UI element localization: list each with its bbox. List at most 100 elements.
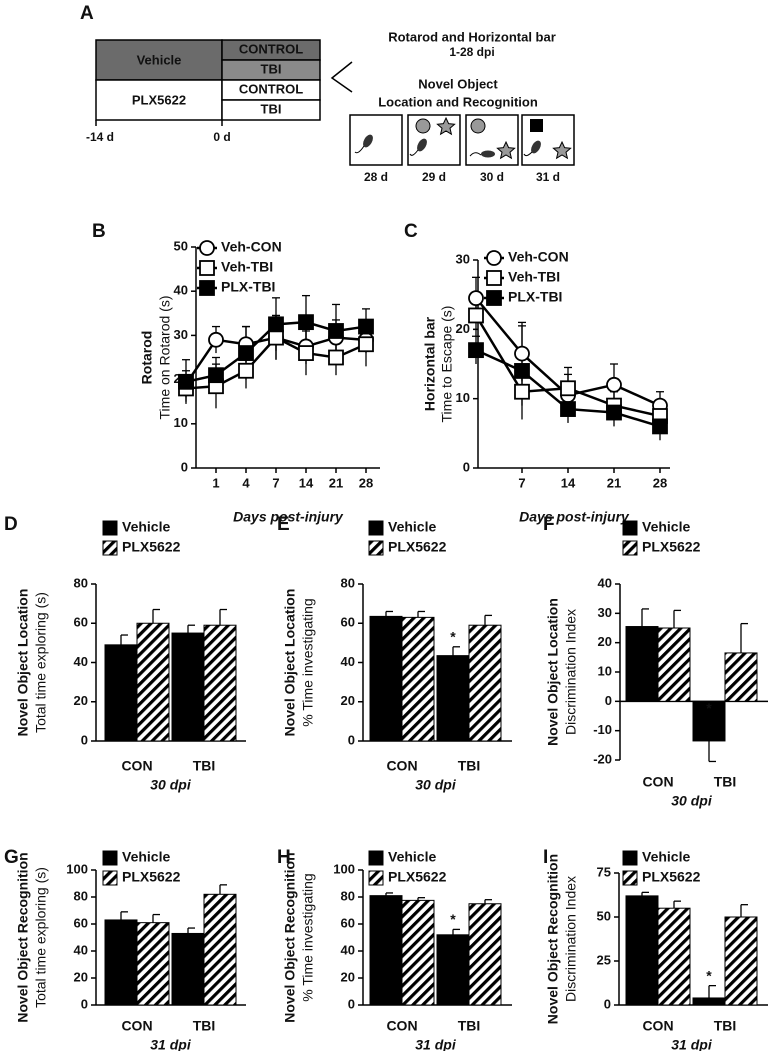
chart-panel: D Novel Object Location Total time explori… bbox=[4, 514, 246, 793]
bar bbox=[436, 655, 470, 742]
y-tick-label: 40 bbox=[174, 283, 188, 298]
legend-swatch bbox=[622, 520, 638, 536]
object-circle bbox=[415, 118, 431, 134]
x-tick-label: 14 bbox=[561, 475, 576, 490]
day-label: 30 d bbox=[480, 170, 504, 184]
legend-label: Vehicle bbox=[642, 849, 690, 865]
legend-swatch bbox=[102, 520, 118, 536]
y-axis-title-bold: Rotarod bbox=[139, 331, 155, 385]
y-axis-title: Discrimination Index bbox=[563, 609, 579, 735]
bar bbox=[369, 615, 403, 742]
bar bbox=[724, 652, 758, 702]
arena bbox=[349, 114, 403, 166]
test-name: Rotarod and Horizontal bar bbox=[388, 29, 556, 44]
significance-mark: * bbox=[706, 967, 712, 983]
x-tick-label: TBI bbox=[458, 758, 481, 774]
x-tick-label: TBI bbox=[193, 758, 216, 774]
x-tick-label: TBI bbox=[458, 1018, 481, 1034]
y-tick-label: 20 bbox=[341, 693, 355, 708]
bar bbox=[136, 622, 170, 742]
mouse-icon bbox=[363, 134, 373, 148]
x-tick-label: TBI bbox=[193, 1018, 216, 1034]
group-box bbox=[95, 39, 223, 81]
arm-box bbox=[221, 99, 321, 121]
y-tick-label: 100 bbox=[66, 861, 88, 876]
object-star bbox=[436, 116, 456, 136]
legend-label: Vehicle bbox=[388, 519, 436, 535]
y-tick-label: 0 bbox=[605, 693, 612, 708]
y-axis-title-bold: Novel Object Recognition bbox=[545, 854, 561, 1024]
bar bbox=[625, 626, 659, 702]
x-tick-label: 4 bbox=[242, 475, 250, 490]
bar bbox=[436, 934, 470, 1006]
x-tick-label: 28 bbox=[359, 475, 373, 490]
y-tick-label: 75 bbox=[597, 864, 611, 879]
bar bbox=[401, 899, 435, 1006]
timeline-label: -14 d bbox=[86, 130, 114, 144]
x-tick-label: CON bbox=[121, 758, 152, 774]
y-tick-label: -10 bbox=[593, 722, 612, 737]
y-tick-label: 30 bbox=[598, 605, 612, 620]
x-tick-label: TBI bbox=[714, 774, 737, 790]
legend-swatch bbox=[622, 850, 638, 866]
panel-letter: A bbox=[80, 3, 94, 24]
x-tick-label: 21 bbox=[607, 475, 621, 490]
y-tick-label: 20 bbox=[74, 693, 88, 708]
y-tick-label: 0 bbox=[81, 732, 88, 747]
x-tick-label: CON bbox=[386, 758, 417, 774]
arm-label: CONTROL bbox=[239, 81, 303, 96]
legend-label: PLX5622 bbox=[642, 869, 701, 885]
legend-label: PLX5622 bbox=[642, 539, 701, 555]
y-tick-label: 50 bbox=[174, 238, 188, 253]
y-tick-label: 0 bbox=[348, 996, 355, 1011]
x-axis-title: 31 dpi bbox=[415, 1037, 457, 1051]
y-tick-label: 0 bbox=[181, 459, 188, 474]
bar bbox=[401, 616, 435, 742]
x-axis-title: 31 dpi bbox=[150, 1037, 192, 1051]
data-point bbox=[652, 418, 668, 435]
y-axis-title-bold: Novel Object Location bbox=[15, 589, 31, 737]
y-axis-title: Time to Escape (s) bbox=[439, 306, 455, 423]
significance-mark: * bbox=[450, 911, 456, 927]
object-square bbox=[530, 119, 543, 132]
day-label: 31 d bbox=[536, 170, 560, 184]
x-tick-label: 21 bbox=[329, 475, 343, 490]
test-name: Novel Object bbox=[418, 76, 498, 91]
arena bbox=[407, 114, 461, 166]
legend-label: Vehicle bbox=[122, 519, 170, 535]
y-tick-label: 25 bbox=[597, 952, 611, 967]
data-point bbox=[298, 345, 314, 361]
significance-mark: * bbox=[450, 629, 456, 645]
object-star bbox=[496, 140, 516, 160]
mouse-icon bbox=[481, 150, 495, 158]
data-point bbox=[468, 342, 484, 359]
arm-label: CONTROL bbox=[239, 41, 303, 56]
x-axis-title: 31 dpi bbox=[671, 1037, 713, 1051]
x-tick-label: 28 bbox=[653, 475, 667, 490]
y-axis-title: Total time exploring (s) bbox=[33, 592, 49, 733]
y-axis-title-bold: Novel Object Recognition bbox=[282, 852, 298, 1022]
y-tick-label: 60 bbox=[341, 615, 355, 630]
x-axis-title: 30 dpi bbox=[671, 793, 713, 809]
y-axis-title-bold: Novel Object Location bbox=[545, 598, 561, 746]
group-label: PLX5622 bbox=[132, 92, 186, 107]
data-point bbox=[560, 401, 576, 417]
x-tick-label: CON bbox=[386, 1018, 417, 1034]
legend-marker bbox=[199, 240, 215, 256]
y-tick-label: 40 bbox=[74, 942, 88, 957]
chart-panel: E Novel Object Location% Time investigati… bbox=[277, 514, 512, 793]
panel-letter: B bbox=[92, 221, 106, 242]
legend-swatch bbox=[368, 520, 384, 536]
y-tick-label: 10 bbox=[456, 390, 470, 405]
y-tick-label: 0 bbox=[463, 459, 470, 474]
data-point bbox=[238, 362, 254, 379]
legend-marker bbox=[486, 270, 502, 286]
y-tick-label: 40 bbox=[74, 654, 88, 669]
data-point bbox=[328, 323, 344, 339]
panel-letter: D bbox=[4, 514, 18, 535]
y-tick-label: 20 bbox=[456, 321, 470, 336]
panel-a: A Vehicle PLX5622 CONTROL TBI CONTROL TB… bbox=[80, 3, 575, 184]
